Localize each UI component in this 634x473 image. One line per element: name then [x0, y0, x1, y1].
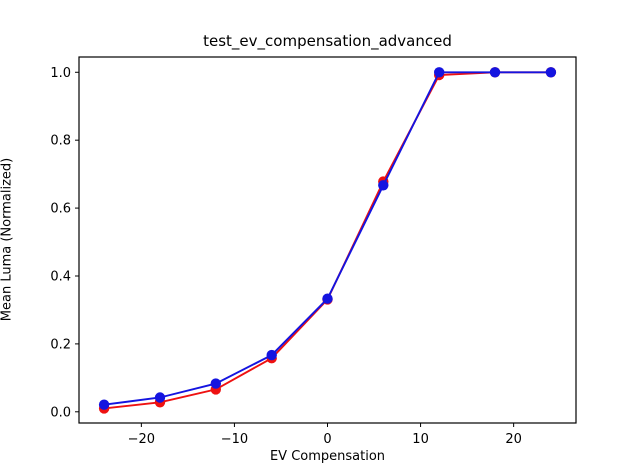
x-tick-label: 20 [505, 432, 522, 447]
blue-series-marker [545, 67, 557, 78]
x-tick-label: 0 [323, 432, 331, 447]
blue-series-marker [322, 293, 333, 304]
y-tick-label: 1.0 [50, 66, 71, 81]
y-tick-label: 0.0 [50, 405, 71, 420]
y-tick-label: 0.2 [50, 337, 71, 352]
x-tick-label: −10 [221, 432, 248, 447]
x-tick-label: −20 [128, 432, 155, 447]
x-axis-label: EV Compensation [269, 449, 386, 464]
y-tick-label: 0.6 [50, 202, 71, 217]
blue-series-marker [98, 399, 110, 410]
y-tick-label: 0.4 [50, 269, 71, 284]
blue-series-marker [489, 67, 501, 78]
blue-series-marker [154, 392, 166, 403]
red-series-line [103, 71, 551, 410]
chart-title: test_ev_compensation_advanced [203, 32, 452, 50]
blue-series-marker [266, 349, 277, 361]
x-tick-label: 10 [412, 432, 429, 447]
blue-series-marker [378, 180, 389, 191]
blue-series-line [103, 71, 551, 406]
blue-series-marker [210, 378, 221, 389]
y-tick-label: 0.8 [50, 134, 71, 149]
blue-series-marker [434, 67, 445, 78]
axes-frame [78, 56, 577, 424]
